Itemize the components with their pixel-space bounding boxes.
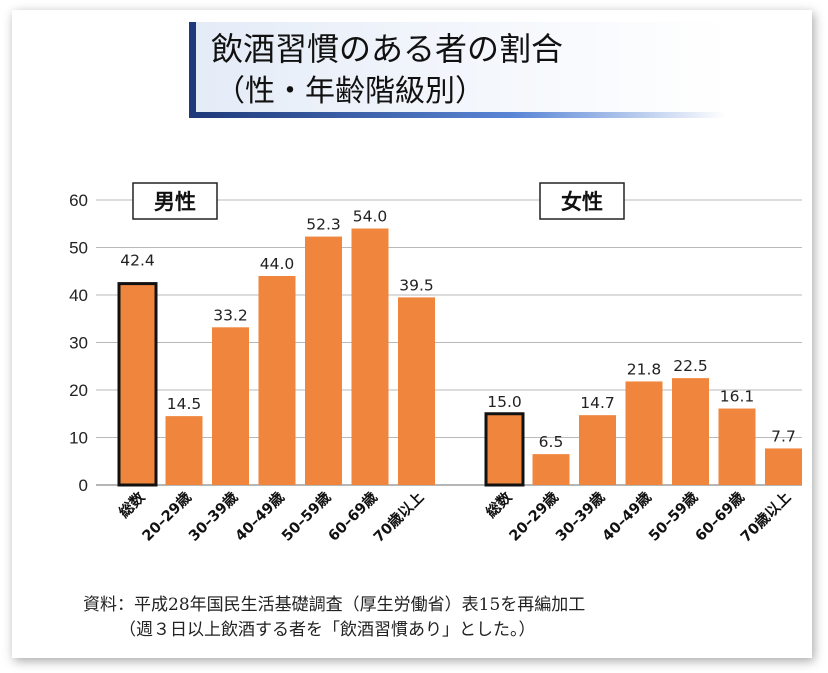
- bar: [765, 448, 802, 485]
- chart-title: 飲酒習慣のある者の割合: [211, 30, 564, 68]
- value-label: 42.4: [120, 252, 155, 270]
- y-tick-label: 20: [69, 381, 88, 400]
- category-label: 総数: [115, 488, 149, 522]
- title-accent-bar: [189, 22, 196, 118]
- value-label: 52.3: [306, 216, 341, 234]
- y-tick-label: 10: [69, 429, 88, 448]
- value-label: 21.8: [627, 360, 662, 378]
- value-label: 54.0: [353, 208, 388, 226]
- panel-label-female: 女性: [561, 190, 603, 214]
- bar: [579, 415, 616, 485]
- definition-note: （週３日以上飲酒する者を「飲酒習慣あり」とした。）: [119, 620, 536, 640]
- title-banner: [189, 22, 729, 118]
- category-label: 70歳以上: [737, 488, 795, 546]
- bar: [672, 378, 709, 485]
- y-tick-label: 60: [69, 191, 88, 210]
- value-label: 14.7: [580, 394, 615, 412]
- bar: [532, 454, 570, 485]
- value-label: 22.5: [673, 357, 708, 375]
- bar-total: [484, 412, 525, 487]
- bar: [625, 381, 663, 485]
- category-label: 40–49歳: [598, 488, 655, 545]
- panel-label-box-female: [539, 182, 625, 220]
- panel-label-box-male: [132, 182, 218, 220]
- category-label: 40–49歳: [231, 488, 288, 545]
- panel-label-male: 男性: [154, 190, 196, 214]
- bar: [351, 228, 389, 485]
- category-label: 50–59歳: [645, 488, 702, 545]
- category-label: 50–59歳: [278, 488, 335, 545]
- category-label: 30–39歳: [552, 488, 609, 545]
- value-label: 14.5: [167, 395, 202, 413]
- bar: [212, 327, 249, 485]
- value-label: 33.2: [213, 306, 248, 324]
- value-label: 16.1: [720, 388, 755, 406]
- chart-subtitle: （性・年齢階級別）: [215, 74, 485, 109]
- value-label: 39.5: [399, 276, 434, 294]
- y-tick-label: 50: [69, 239, 88, 258]
- category-label: 30–39歳: [185, 488, 242, 545]
- bar: [398, 297, 435, 485]
- y-tick-label: 40: [69, 286, 88, 305]
- title-underline: [196, 112, 726, 118]
- bar: [258, 276, 296, 485]
- category-label: 70歳以上: [370, 488, 428, 546]
- value-label: 15.0: [487, 393, 522, 411]
- bar: [305, 236, 342, 485]
- category-label: 20–29歳: [138, 488, 195, 545]
- bar: [165, 416, 203, 485]
- source-note: 資料：平成28年国民生活基礎調査（厚生労働省）表15を再編加工: [83, 595, 586, 615]
- category-label: 総数: [482, 488, 516, 522]
- bar-total: [117, 282, 158, 487]
- bar: [718, 408, 756, 485]
- y-tick-label: 0: [79, 476, 88, 495]
- y-tick-label: 30: [69, 334, 88, 353]
- category-label: 20–29歳: [505, 488, 562, 545]
- value-label: 7.7: [771, 427, 796, 445]
- value-label: 6.5: [539, 433, 564, 451]
- value-label: 44.0: [260, 255, 295, 273]
